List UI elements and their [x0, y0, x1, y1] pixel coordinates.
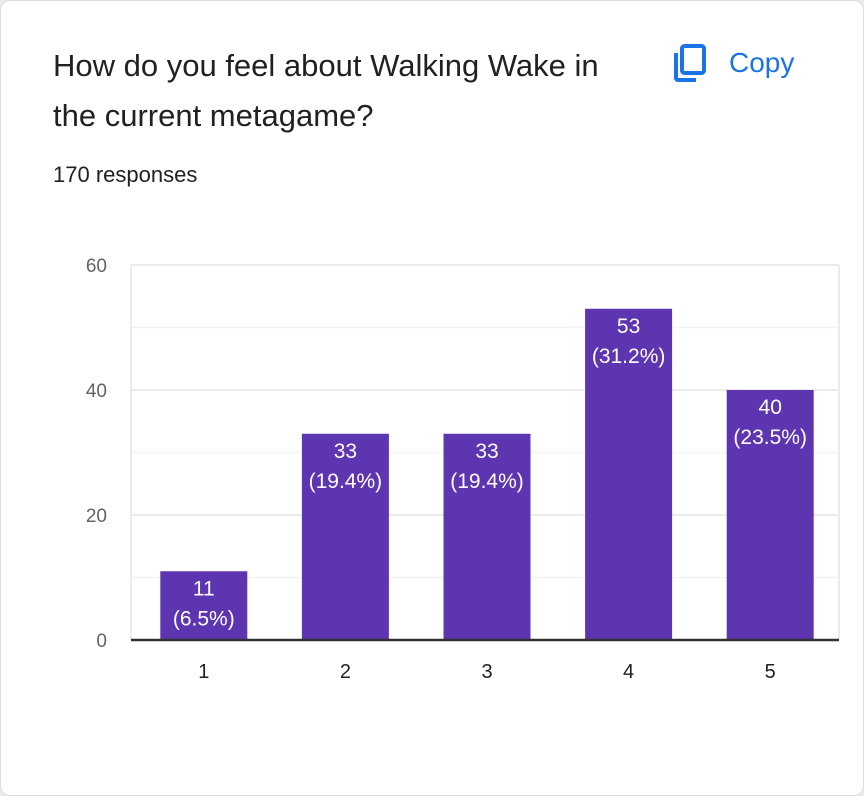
x-tick-label: 4 — [623, 661, 634, 683]
data-label: 40 — [759, 396, 782, 419]
response-count: 170 responses — [53, 162, 198, 187]
y-tick-label: 60 — [86, 256, 107, 277]
data-label: (19.4%) — [309, 470, 383, 493]
bar — [585, 308, 673, 640]
y-tick-label: 0 — [96, 631, 107, 652]
x-tick-label: 5 — [765, 661, 776, 683]
y-tick-label: 20 — [86, 506, 107, 527]
data-label: (6.5%) — [173, 607, 235, 630]
copy-label: Copy — [729, 47, 795, 78]
y-tick-label: 40 — [86, 381, 107, 402]
data-label: (31.2%) — [592, 345, 666, 368]
data-label: 33 — [475, 440, 498, 463]
bar — [443, 433, 531, 640]
data-label: (19.4%) — [450, 470, 524, 493]
data-label: 53 — [617, 315, 640, 338]
copy-button[interactable]: Copy — [661, 37, 804, 89]
x-tick-label: 2 — [340, 661, 351, 683]
bar — [301, 433, 389, 640]
x-tick-label: 1 — [198, 661, 209, 683]
data-label: (23.5%) — [733, 426, 807, 449]
bar — [160, 571, 248, 640]
x-tick-label: 3 — [481, 661, 492, 683]
copy-icon — [671, 43, 709, 83]
data-label: 11 — [193, 577, 215, 600]
question-title: How do you feel about Walking Wake in th… — [53, 48, 599, 133]
bar — [726, 390, 814, 640]
data-label: 33 — [334, 440, 357, 463]
